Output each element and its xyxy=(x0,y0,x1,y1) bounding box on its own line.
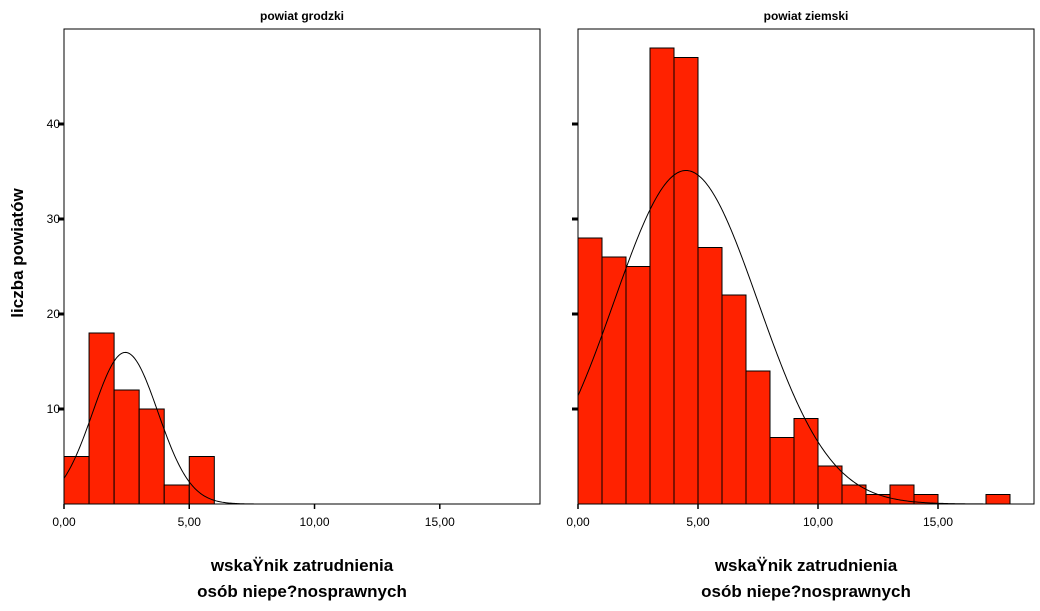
histogram-bar xyxy=(745,370,771,505)
histogram-bar xyxy=(188,456,215,505)
histogram-bar xyxy=(113,389,140,505)
x-tick-label: 10,00 xyxy=(803,515,833,529)
histogram-bar xyxy=(985,494,1011,505)
y-tick-label: 20 xyxy=(47,307,61,321)
histogram-bar xyxy=(63,456,90,505)
histogram-bar xyxy=(913,494,939,505)
panel-title: powiat grodzki xyxy=(260,9,344,23)
y-tick-label: 10 xyxy=(47,402,61,416)
histogram-bar xyxy=(601,256,627,505)
histogram-bar xyxy=(865,494,891,505)
histogram-bar xyxy=(817,465,843,505)
y-axis-label: liczba powiatów xyxy=(8,188,27,318)
histogram-bar xyxy=(163,484,190,505)
panel-title: powiat ziemski xyxy=(764,9,849,23)
histogram-bar xyxy=(697,247,723,505)
histogram-bar xyxy=(577,237,603,505)
histogram-bar xyxy=(138,408,165,505)
normal-curve xyxy=(577,169,1034,505)
x-tick-label: 15,00 xyxy=(425,515,455,529)
histogram-bar xyxy=(625,266,651,505)
x-tick-label: 5,00 xyxy=(686,515,710,529)
y-tick-label: 30 xyxy=(47,212,61,226)
x-tick-label: 5,00 xyxy=(178,515,202,529)
histogram-bar xyxy=(88,332,115,505)
normal-curve xyxy=(63,351,540,505)
x-tick-label: 10,00 xyxy=(300,515,330,529)
x-axis-label-line2: osób niepe?nosprawnych xyxy=(197,582,407,601)
histogram-bar xyxy=(769,437,795,505)
x-axis-label-line1: wskaŸnik zatrudnienia xyxy=(210,556,394,575)
x-axis-label-line2: osób niepe?nosprawnych xyxy=(701,582,911,601)
histogram-bar xyxy=(673,57,699,505)
histogram-bar xyxy=(721,294,747,505)
x-tick-label: 15,00 xyxy=(923,515,953,529)
histogram-bar xyxy=(649,47,675,505)
x-tick-label: 0,00 xyxy=(566,515,590,529)
x-axis-label-line1: wskaŸnik zatrudnienia xyxy=(714,556,898,575)
histogram-bar xyxy=(793,418,819,505)
x-tick-label: 0,00 xyxy=(52,515,76,529)
y-tick-label: 40 xyxy=(47,117,61,131)
